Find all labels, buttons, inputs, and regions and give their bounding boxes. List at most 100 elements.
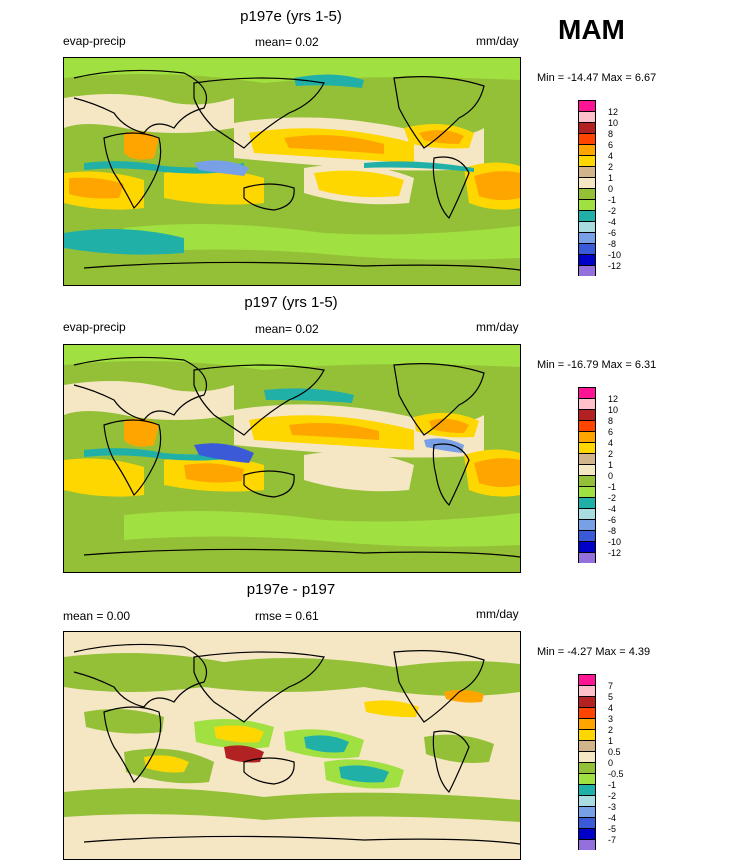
legend-swatch bbox=[578, 806, 596, 817]
legend-swatch bbox=[578, 784, 596, 795]
legend-swatch bbox=[578, 729, 596, 740]
panel-1-title: p197e (yrs 1-5) bbox=[240, 8, 342, 25]
panel-3-map-svg bbox=[64, 632, 520, 859]
panel-2-map-svg bbox=[64, 345, 520, 572]
legend-label: -3 bbox=[608, 802, 617, 812]
legend-swatch bbox=[578, 188, 596, 199]
legend-label: -5 bbox=[608, 824, 617, 834]
panel-3-title: p197e - p197 bbox=[246, 581, 336, 598]
legend-swatch bbox=[578, 133, 596, 144]
panel-3-map bbox=[63, 631, 521, 860]
legend-swatch bbox=[578, 210, 596, 221]
legend-swatch bbox=[578, 177, 596, 188]
legend-swatch bbox=[578, 497, 596, 508]
legend-label: -6 bbox=[608, 228, 617, 238]
legend-label: 4 bbox=[608, 703, 614, 713]
legend-label: 6 bbox=[608, 427, 614, 437]
legend-label: 2 bbox=[608, 449, 614, 459]
panel-3-colorbar: 7 5 4 3 2 1 0.5 0 -0.5 -1 -2 -3 -4 -5 -7 bbox=[578, 674, 624, 850]
legend-swatch bbox=[578, 166, 596, 177]
legend-label: 8 bbox=[608, 129, 614, 139]
panel-1-map bbox=[63, 57, 521, 286]
legend-swatch bbox=[578, 199, 596, 210]
panel-1-minmax: Min = -14.47 Max = 6.67 bbox=[537, 72, 657, 84]
panel-1-units: mm/day bbox=[476, 34, 519, 48]
legend-label: 8 bbox=[608, 416, 614, 426]
legend-label: -4 bbox=[608, 813, 617, 823]
legend-swatch bbox=[578, 442, 596, 453]
legend-swatch bbox=[578, 232, 596, 243]
legend-swatch bbox=[578, 740, 596, 751]
legend-label: 1 bbox=[608, 460, 614, 470]
legend-swatch bbox=[578, 552, 596, 563]
legend-swatch bbox=[578, 243, 596, 254]
legend-label: -4 bbox=[608, 504, 617, 514]
panel-3-units: mm/day bbox=[476, 607, 519, 621]
season-label: MAM bbox=[558, 14, 625, 45]
panel-1-colorbar: 12 10 8 6 4 2 1 0 -1 -2 -4 -6 -8 -10 -12 bbox=[578, 100, 621, 276]
legend-swatch bbox=[578, 486, 596, 497]
legend-label: -8 bbox=[608, 526, 617, 536]
legend-swatch bbox=[578, 453, 596, 464]
legend-swatch bbox=[578, 431, 596, 442]
legend-label: -1 bbox=[608, 482, 617, 492]
panel-2-title: p197 (yrs 1-5) bbox=[244, 294, 338, 311]
legend-label: -10 bbox=[608, 537, 622, 547]
legend-swatch bbox=[578, 839, 596, 850]
legend-label: 4 bbox=[608, 438, 614, 448]
legend-label: 2 bbox=[608, 725, 614, 735]
panel-2-variable: evap-precip bbox=[63, 320, 126, 334]
legend-swatch bbox=[578, 221, 596, 232]
panel-2-map bbox=[63, 344, 521, 573]
legend-label: 0 bbox=[608, 471, 614, 481]
legend-label: 10 bbox=[608, 405, 619, 415]
legend-swatch bbox=[578, 773, 596, 784]
legend-swatch bbox=[578, 828, 596, 839]
legend-swatch bbox=[578, 100, 596, 111]
legend-swatch bbox=[578, 508, 596, 519]
panel-3-rmse: rmse = 0.61 bbox=[255, 609, 319, 623]
legend-swatch bbox=[578, 530, 596, 541]
legend-label: -6 bbox=[608, 515, 617, 525]
legend-swatch bbox=[578, 685, 596, 696]
legend-label: -2 bbox=[608, 791, 617, 801]
legend-label: -10 bbox=[608, 250, 622, 260]
legend-label: -0.5 bbox=[608, 769, 624, 779]
legend-label: 12 bbox=[608, 107, 619, 117]
legend-label: -2 bbox=[608, 206, 617, 216]
legend-label: -7 bbox=[608, 835, 617, 845]
legend-swatch bbox=[578, 254, 596, 265]
legend-label: -1 bbox=[608, 780, 617, 790]
legend-swatch bbox=[578, 155, 596, 166]
panel-2-units: mm/day bbox=[476, 320, 519, 334]
panel-3-minmax: Min = -4.27 Max = 4.39 bbox=[537, 646, 651, 658]
legend-swatch bbox=[578, 674, 596, 685]
legend-label: 1 bbox=[608, 736, 614, 746]
panel-2-minmax: Min = -16.79 Max = 6.31 bbox=[537, 359, 657, 371]
legend-label: 6 bbox=[608, 140, 614, 150]
panel-1-mean: mean= 0.02 bbox=[255, 35, 319, 49]
legend-swatch bbox=[578, 519, 596, 530]
legend-swatch bbox=[578, 420, 596, 431]
legend-swatch bbox=[578, 464, 596, 475]
legend-label: 1 bbox=[608, 173, 614, 183]
legend-swatch bbox=[578, 541, 596, 552]
legend-label: -8 bbox=[608, 239, 617, 249]
panel-2-mean: mean= 0.02 bbox=[255, 322, 319, 336]
legend-swatch bbox=[578, 718, 596, 729]
panel-1-map-svg bbox=[64, 58, 520, 285]
legend-swatch bbox=[578, 387, 596, 398]
legend-label: 7 bbox=[608, 681, 614, 691]
legend-swatch bbox=[578, 111, 596, 122]
legend-swatch bbox=[578, 707, 596, 718]
legend-swatch bbox=[578, 696, 596, 707]
legend-label: -12 bbox=[608, 548, 622, 558]
legend-label: -1 bbox=[608, 195, 617, 205]
legend-swatch bbox=[578, 751, 596, 762]
panel-2-colorbar: 12 10 8 6 4 2 1 0 -1 -2 -4 -6 -8 -10 -12 bbox=[578, 387, 621, 563]
legend-label: 10 bbox=[608, 118, 619, 128]
panel-1-variable: evap-precip bbox=[63, 34, 126, 48]
legend-swatch bbox=[578, 409, 596, 420]
legend-swatch bbox=[578, 398, 596, 409]
legend-label: 4 bbox=[608, 151, 614, 161]
